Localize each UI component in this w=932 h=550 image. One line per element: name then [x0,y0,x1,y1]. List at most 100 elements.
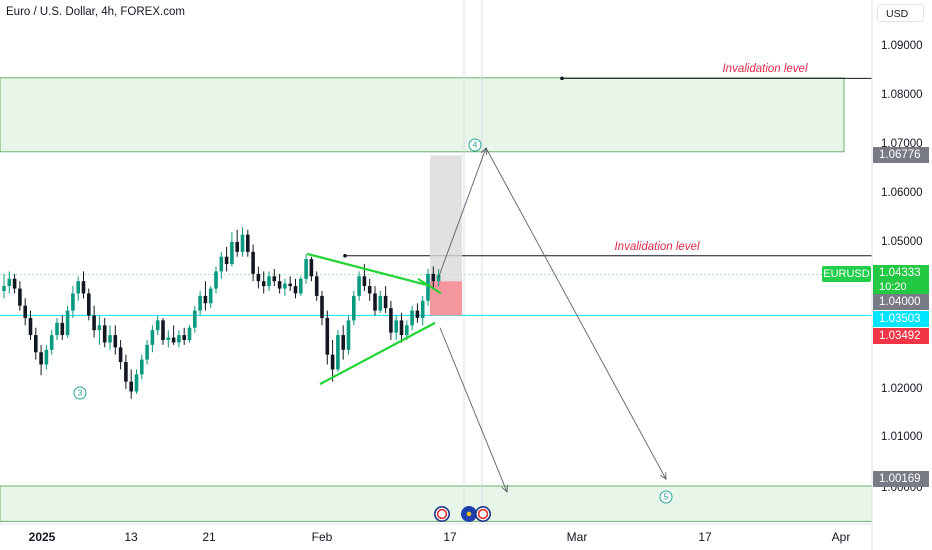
candle-body [55,322,59,336]
eu-flag-event-icon[interactable] [461,506,477,522]
candle-body [155,320,160,331]
candles-layer [2,227,441,399]
x-tick-label: 2025 [28,530,56,544]
projection-arrow-down [439,327,508,493]
candle-body [7,278,12,287]
candle-body [251,251,255,274]
candle-body [224,256,229,265]
candle-body [405,325,409,336]
x-tick-label: 21 [202,530,216,544]
price-badge-cyan: 1.03503 [873,311,929,327]
candle-body [177,335,181,343]
candle-body [240,234,245,252]
candle-body [299,278,303,294]
candle-body [352,295,356,321]
candle-body [325,317,330,355]
candle-body [293,286,298,294]
candle-body [208,288,213,304]
candle-body [92,315,96,331]
candle-body [65,310,70,336]
candle-body [272,276,277,282]
candle-body [108,335,112,343]
candle-body [28,317,33,336]
price-badge-mid: 1.04000 [873,294,929,310]
candle-body [124,362,128,382]
candle-body [373,293,377,311]
target-zone-box [430,155,462,282]
candle-body [198,295,202,311]
candle-body [288,283,292,287]
candle-body [145,344,149,360]
candle-body [166,337,171,340]
candle-body [267,276,271,287]
candle-body [314,276,319,296]
candle-body [134,374,139,392]
candle-body [113,335,118,348]
candle-body [118,347,123,363]
candle-body [81,281,86,294]
x-tick-label: 17 [698,530,712,544]
candle-body [87,293,91,316]
y-tick-label: 1.05000 [881,236,923,248]
time-grid [463,0,483,524]
candle-body [44,349,49,365]
candle-body [378,295,383,311]
candle-body [357,276,361,296]
projection-arrow-wave5 [485,147,667,480]
drawings-layer [306,146,667,493]
upper-zone-box [0,77,845,153]
candle-countdown: 10:20 [873,280,929,294]
candle-body [415,310,420,318]
candle-body [193,310,197,328]
last-price-badge: 1.04333 [873,265,929,281]
us-flag-event-icon[interactable] [434,506,450,522]
candle-body [12,278,17,289]
candle-body [161,320,165,340]
zones-layer [0,77,873,522]
candle-body [389,308,393,333]
candle-body [39,352,43,365]
y-tick-label: 1.08000 [881,89,923,101]
price-badge-upper: 1.06776 [873,147,929,163]
stop-zone-box [430,281,462,316]
candle-body [76,281,80,294]
candle-body [102,325,107,343]
candle-body [336,335,340,370]
candle-body [171,337,176,343]
wave-4-label: 4 [468,138,482,152]
candle-body [230,242,234,265]
breakout-arrow [417,277,442,295]
x-tick-label: Feb [311,530,333,544]
symbol-badge: EURUSD [822,266,871,282]
projection-arrow-up [437,147,487,279]
candle-body [49,335,54,350]
candle-body [140,359,144,375]
candle-body [203,295,208,304]
invalidation-anchor [560,76,564,81]
triangle-lower-line [319,321,436,386]
triangle-upper-line [306,252,432,288]
candle-body [362,276,367,287]
candle-body [214,271,218,289]
candle-body [18,288,22,306]
candle-body [277,281,282,289]
wave-5-label: 5 [659,490,673,504]
candle-body [394,320,398,333]
candle-body [187,327,192,340]
candle-body [420,300,425,318]
candle-body [367,286,372,294]
candle-body [34,335,38,353]
candle-body [256,273,261,282]
candle-body [383,295,388,309]
us-flag-event-icon[interactable] [475,506,491,522]
candle-body [150,330,155,345]
candle-body [60,322,65,336]
candle-body [399,320,404,336]
x-tick-label: Apr [831,530,851,544]
x-tick-label: 13 [124,530,138,544]
currency-selector[interactable]: USD [877,4,924,22]
candle-body [304,259,308,279]
candle-body [71,293,75,311]
candle-body [410,310,414,326]
